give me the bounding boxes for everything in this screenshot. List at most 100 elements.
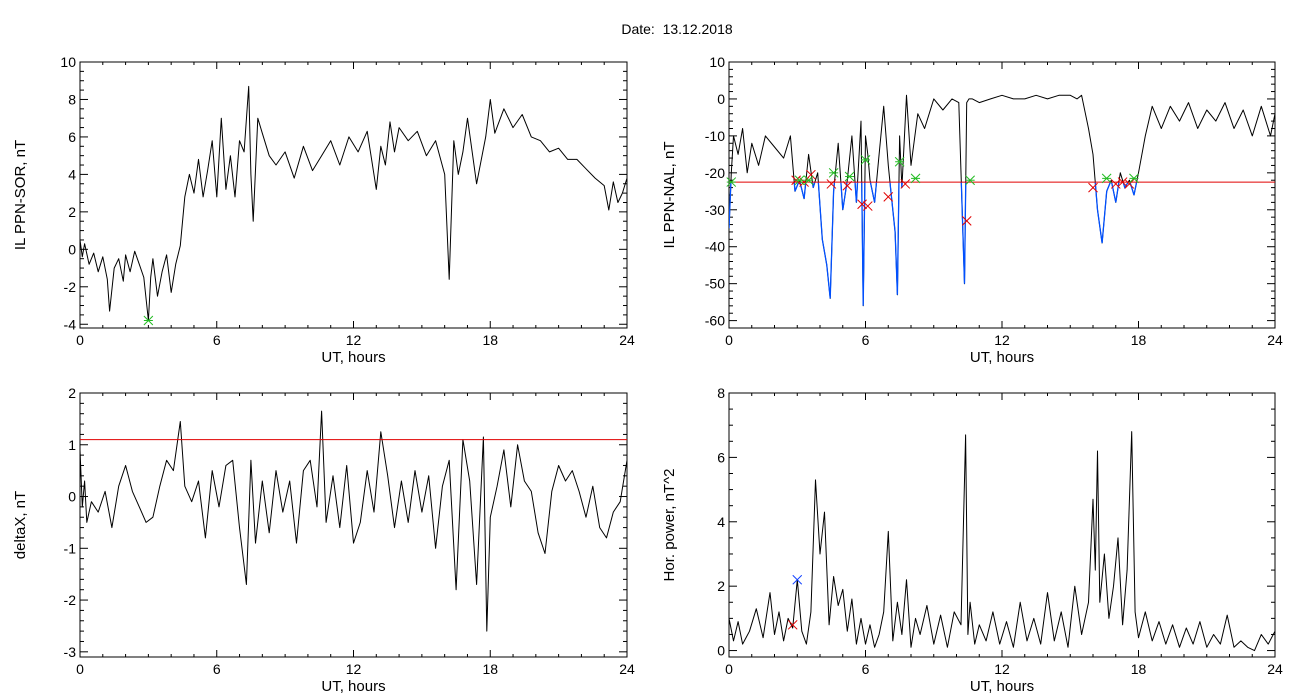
y-tick-label: 0 [68,489,76,505]
plot-area [80,410,627,632]
y-tick-label: -30 [705,202,725,218]
plot-frame [728,61,1276,329]
plot-frame [728,392,1276,658]
y-axis-label: Hor. power, nT^2 [661,469,678,582]
date-title: Date: 13.12.2018 [621,21,733,37]
marker-green [1101,173,1112,184]
x-tick-label: 12 [346,332,362,348]
marker-red [806,169,816,180]
plot-area [80,85,627,321]
series-line [729,431,1275,652]
plot-area [729,431,1275,652]
y-tick-label: -4 [64,316,77,332]
y-tick-label: 0 [68,241,76,257]
x-tick-label: 0 [725,661,733,677]
marker-red [961,216,972,226]
x-tick-label: 24 [619,661,635,677]
y-tick-label: -10 [705,128,725,144]
x-axis-label: UT, hours [970,349,1034,366]
marker-green [803,175,814,186]
y-axis-label: deltaX, nT [12,491,29,559]
series-line [80,410,627,632]
marker-red [883,191,894,202]
y-tick-label: 6 [68,129,76,145]
marker-red [1124,179,1135,189]
x-tick-label: 18 [482,332,498,348]
y-tick-label: -20 [705,165,725,181]
marker-red [862,201,873,211]
y-tick-label: 4 [68,166,76,182]
y-tick-label: -60 [705,313,725,329]
marker-red [1110,179,1121,189]
marker-red [842,180,853,191]
marker-blue [792,574,803,585]
x-axis-label: UT, hours [970,678,1034,695]
marker-red [857,199,867,210]
x-tick-label: 18 [482,661,498,677]
marker-green [828,167,839,178]
marker-red [1117,177,1128,187]
y-tick-label: -50 [705,276,725,292]
x-tick-label: 18 [1131,661,1147,677]
marker-green [143,315,154,326]
y-tick-label: 10 [60,54,76,70]
x-tick-label: 6 [862,661,870,677]
x-axis-label: UT, hours [321,349,385,366]
marker-green [844,171,855,182]
x-tick-label: 6 [862,332,870,348]
plot-frame [79,61,628,329]
y-axis-label: IL PPN-NAL, nT [661,142,678,249]
page-title: Date: 13.12.2018 [0,20,1300,40]
marker-green [726,177,737,187]
plot-frame [79,392,628,658]
y-axis-label: IL PPN-SOR, nT [12,140,29,250]
y-tick-label: 6 [717,449,725,465]
marker-green [894,156,905,167]
marker-green [1129,173,1139,184]
x-tick-label: 0 [76,332,84,348]
x-tick-label: 12 [994,661,1010,677]
x-tick-label: 24 [1267,332,1283,348]
x-tick-label: 24 [1267,661,1283,677]
series-below-threshold [729,182,1138,306]
x-tick-label: 0 [725,332,733,348]
y-tick-label: 0 [717,643,725,659]
marker-red [1088,182,1098,193]
marker-green [965,175,976,186]
plot-area [729,94,1275,307]
marker-green [860,155,871,165]
series-line [729,94,1275,307]
y-tick-label: -2 [64,592,77,608]
x-tick-label: 24 [619,332,635,348]
marker-green [794,175,805,186]
y-tick-label: -40 [705,239,725,255]
y-tick-label: 10 [709,54,725,70]
y-tick-label: 0 [717,91,725,107]
x-tick-label: 18 [1131,332,1147,348]
x-axis-label: UT, hours [321,678,385,695]
y-tick-label: -2 [64,279,77,295]
marker-green [910,173,921,184]
y-tick-label: -3 [64,644,77,660]
y-tick-label: 2 [717,578,725,594]
y-tick-label: 2 [68,385,76,401]
y-tick-label: -1 [64,540,77,556]
x-tick-label: 12 [346,661,362,677]
y-tick-label: 1 [68,437,76,453]
marker-red [826,179,837,189]
panel-nal: 0 6 12 18 24 -60 -50 -40 -30 -20 -10 0 10 UT, hours IL… [661,54,1283,366]
marker-red [900,179,911,189]
y-tick-label: 8 [717,385,725,401]
y-tick-label: 8 [68,91,76,107]
x-tick-label: 6 [213,332,221,348]
x-tick-label: 0 [76,661,84,677]
series-line [80,85,627,321]
y-tick-label: 4 [717,514,725,530]
x-tick-label: 12 [994,332,1010,348]
marker-red [787,619,798,630]
y-tick-label: 2 [68,204,76,220]
